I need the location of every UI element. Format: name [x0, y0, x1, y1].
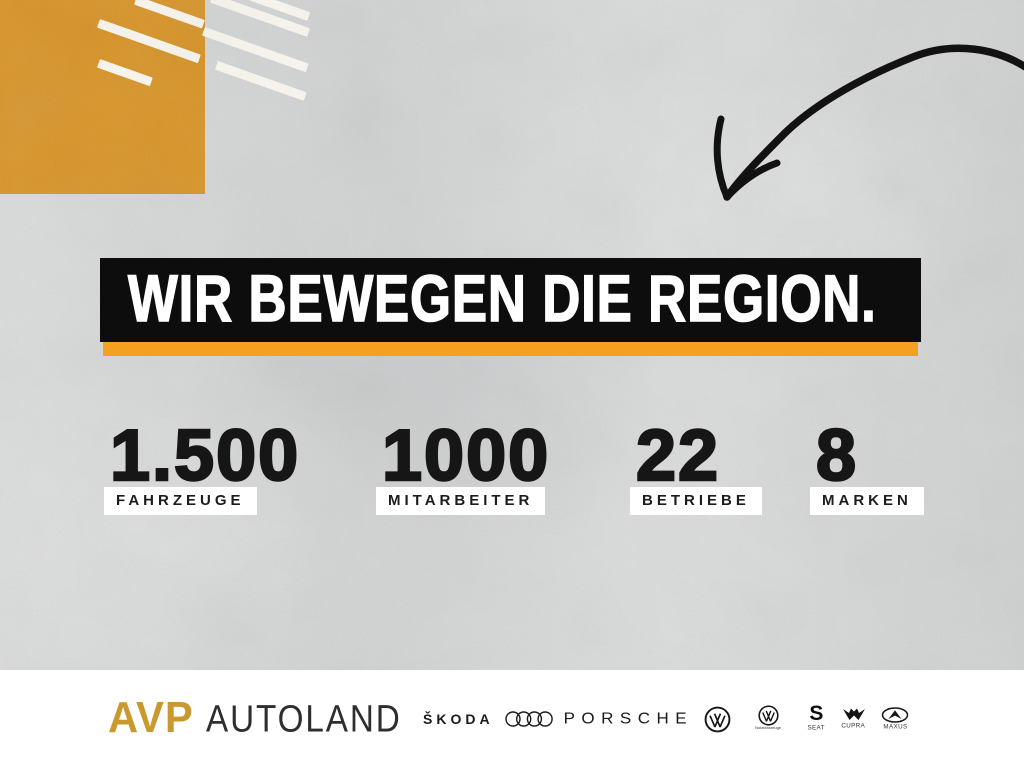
volkswagen-icon [704, 706, 731, 732]
headline-accent-bar [103, 342, 918, 356]
seat-s-icon: S [809, 702, 824, 726]
footer-bar [0, 670, 1024, 768]
stat-betriebe: 22 BETRIEBE [630, 416, 762, 515]
vw-nutzfahrzeuge-logo: Nutzfahrzeuge [742, 704, 794, 734]
avp-autoland-logo: AVP AUTOLAND [108, 696, 412, 740]
seat-logo: S SEAT [805, 702, 827, 733]
hand-drawn-arrow-icon [713, 44, 1024, 201]
stat-label: MARKEN [810, 487, 924, 515]
maxus-logo: MAXUS [880, 706, 911, 732]
audi-rings-icon [504, 711, 553, 727]
stat-value: 8 [815, 416, 859, 496]
stat-value: 1000 [381, 416, 551, 496]
brand-logo-row: ŠKODA PORSCHE Nutzfahrzeuge [423, 698, 911, 740]
seat-label: SEAT [807, 724, 826, 732]
maxus-label: MAXUS [883, 722, 908, 730]
cupra-label: CUPRA [841, 722, 866, 730]
cupra-emblem-icon [842, 708, 865, 720]
stat-label: MITARBEITER [376, 487, 546, 515]
vw-nutzfahrzeuge-icon [758, 704, 779, 726]
porsche-logo: PORSCHE [563, 709, 694, 728]
stat-fahrzeuge: 1.500 FAHRZEUGE [104, 416, 301, 515]
stat-label: FAHRZEUGE [104, 487, 257, 515]
headline-text: WIR BEWEGEN DIE REGION. [127, 262, 877, 337]
vw-nutzfahrzeuge-label: Nutzfahrzeuge [755, 725, 782, 730]
avp-logo-text: AVP [108, 693, 194, 742]
skoda-logo: ŠKODA [423, 711, 494, 727]
maxus-emblem-icon [882, 706, 909, 723]
stat-value: 1.500 [109, 416, 301, 496]
stat-value: 22 [635, 416, 721, 496]
headline-banner: WIR BEWEGEN DIE REGION. [100, 258, 921, 342]
autoland-logo-text: AUTOLAND [206, 698, 402, 741]
stat-mitarbeiter: 1000 MITARBEITER [376, 416, 551, 515]
stat-marken: 8 MARKEN [810, 416, 924, 515]
cupra-logo: CUPRA [838, 707, 869, 731]
stat-label: BETRIEBE [630, 487, 762, 515]
